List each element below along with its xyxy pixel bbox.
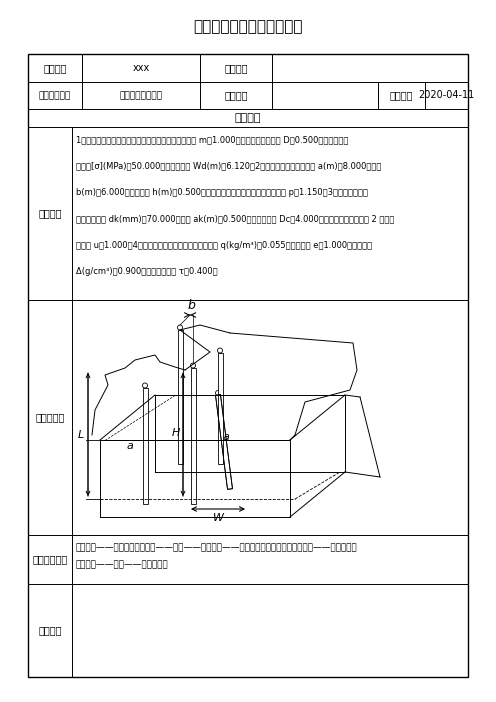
Text: b: b: [187, 299, 195, 312]
Text: 1、岩土参数：岩土类别：五类土；爆破处自由面系数 m：1.000；岩石硬度调整系数 D：0.500；岩石极限抗: 1、岩土参数：岩土类别：五类土；爆破处自由面系数 m：1.000；岩石硬度调整系…: [76, 135, 348, 144]
Text: 施工工艺流程: 施工工艺流程: [32, 555, 67, 564]
Text: W: W: [212, 513, 224, 523]
Text: 塞系数 u：1.000；4、炸药相关参数：深孔预裂爆破单耗 q(kg/m³)：0.055；换算系数 e：1.000；装药密度: 塞系数 u：1.000；4、炸药相关参数：深孔预裂爆破单耗 q(kg/m³)：0…: [76, 241, 372, 250]
Circle shape: [218, 348, 223, 353]
Bar: [190, 368, 195, 504]
Text: 深孔预裂爆破计算: 深孔预裂爆破计算: [120, 91, 163, 100]
Text: 工程名称: 工程名称: [43, 63, 67, 73]
Text: a: a: [223, 432, 230, 442]
Text: L: L: [78, 430, 84, 439]
Circle shape: [142, 383, 147, 388]
Text: H: H: [172, 428, 180, 439]
Text: a: a: [126, 441, 133, 451]
Text: 安装示意图: 安装示意图: [35, 413, 64, 423]
Text: 压系数[σ](MPa)：50.000；底盘抵抗线 Wd(m)：6.120；2、普通破碎孔参数：孔距 a(m)：8.000；排距: 压系数[σ](MPa)：50.000；底盘抵抗线 Wd(m)：6.120；2、普…: [76, 161, 381, 171]
Circle shape: [178, 325, 183, 330]
Text: 交底内容: 交底内容: [235, 113, 261, 123]
Bar: [28, 54, 468, 677]
Text: 深孔预裂爆破计算技术交底: 深孔预裂爆破计算技术交底: [193, 20, 303, 34]
Bar: [142, 388, 147, 504]
Text: 交底部位: 交底部位: [224, 91, 248, 100]
Text: 主要参数: 主要参数: [38, 208, 62, 218]
Text: xxx: xxx: [132, 63, 150, 73]
Text: b(m)：6.000；超钻深度 h(m)：0.500；受相排爆岩阻力作用的药量增加系数 p：1.150；3、周边预裂孔参: b(m)：6.000；超钻深度 h(m)：0.500；受相排爆岩阻力作用的药量增…: [76, 188, 368, 197]
Text: 覆土挖除——爆破孔测量、标识——钻孔——安放炸药——起爆系统线路敷设和起爆站设置——安全警戒和: 覆土挖除——爆破孔测量、标识——钻孔——安放炸药——起爆系统线路敷设和起爆站设置…: [76, 543, 358, 552]
Text: 质量要求: 质量要求: [38, 625, 62, 635]
Circle shape: [190, 363, 195, 368]
Text: 数：炮孔直径 dk(mm)：70.000；孔距 ak(m)：0.500；不耦合系数 Dc：4.000；炸药类型：岩石硝铵 2 号；填: 数：炮孔直径 dk(mm)：70.000；孔距 ak(m)：0.500；不耦合系…: [76, 215, 394, 223]
Text: 分项工程名称: 分项工程名称: [39, 91, 71, 100]
Text: 交底时间: 交底时间: [390, 91, 413, 100]
Polygon shape: [216, 395, 233, 489]
Bar: [218, 353, 223, 464]
Text: 施工单位: 施工单位: [224, 63, 248, 73]
Text: 人员疏离——起爆——土石方清理: 人员疏离——起爆——土石方清理: [76, 560, 169, 569]
Text: 2020-04-11: 2020-04-11: [418, 91, 475, 100]
Circle shape: [215, 390, 221, 395]
Bar: [178, 330, 183, 464]
Text: Δ(g/cm³)：0.900；最佳装药系数 τ：0.400；: Δ(g/cm³)：0.900；最佳装药系数 τ：0.400；: [76, 267, 218, 277]
